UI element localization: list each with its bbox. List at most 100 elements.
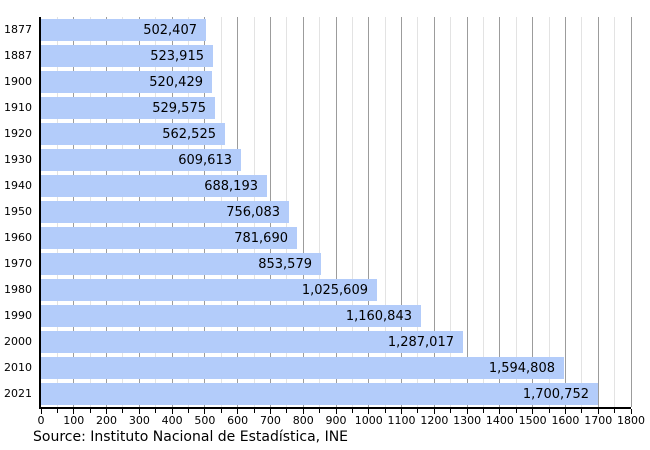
bar-value-label: 520,429 [149,74,203,90]
gridline-minor [548,17,550,407]
axis-tick [138,409,140,414]
axis-tick [171,409,173,414]
gridline-minor [483,17,484,407]
year-label-1930: 1930 [4,153,32,166]
axis-tick [73,409,75,414]
year-label-2000: 2000 [4,335,32,348]
gridline-major [564,17,566,407]
axis-tick-label: 1000 [354,414,383,427]
bar-value-label: 688,193 [204,178,258,194]
bar-1910: 529,575 [41,97,215,119]
bar-value-label: 1,287,017 [387,334,454,350]
axis-tick [483,409,484,413]
axis-tick-label: 700 [259,414,281,427]
gridline-major [433,17,435,407]
bar-value-label: 562,525 [162,126,216,142]
gridline-minor [384,17,386,407]
axis-tick-label: 1400 [485,414,514,427]
axis-tick [614,409,616,413]
axis-tick-label: 1800 [617,414,645,427]
axis-tick-label: 1500 [518,414,547,427]
gridline-major [532,17,534,407]
axis-tick [450,409,452,413]
bar-1960: 781,690 [41,227,297,249]
axis-tick [302,409,304,414]
bar-value-label: 853,579 [258,256,312,272]
axis-tick [220,409,222,413]
axis-tick-label: 500 [194,414,216,427]
bar-value-label: 1,594,808 [488,360,555,376]
year-label-1900: 1900 [4,75,32,88]
year-label-1990: 1990 [4,309,32,322]
bar-value-label: 523,915 [150,48,204,64]
bar-value-label: 781,690 [234,230,288,246]
axis-tick [351,409,353,413]
gridline-minor [581,17,583,407]
gridline-minor [351,17,353,407]
bar-2021: 1,700,752 [41,383,598,405]
gridline-minor [614,17,616,407]
year-label-1960: 1960 [4,231,32,244]
bar-value-label: 1,700,752 [522,386,589,402]
bar-1990: 1,160,843 [41,305,421,327]
gridline-minor [319,17,321,407]
gridline-minor [417,17,419,407]
bar-value-label: 502,407 [143,22,197,38]
axis-tick-label: 1600 [551,414,580,427]
axis-tick [499,409,501,414]
axis-tick-label: 800 [292,414,314,427]
bar-value-label: 756,083 [226,204,280,220]
axis-tick [368,409,370,414]
axis-tick [237,409,239,414]
bar-value-label: 609,613 [178,152,232,168]
bar-1980: 1,025,609 [41,279,377,301]
bar-1970: 853,579 [41,253,321,275]
year-label-1910: 1910 [4,101,32,114]
axis-tick [106,409,108,414]
axis-tick-label: 900 [325,414,347,427]
axis-tick-label: 0 [37,414,45,427]
year-label-2010: 2010 [4,361,32,374]
axis-tick [433,409,435,414]
year-label-1920: 1920 [4,127,32,140]
bar-1950: 756,083 [41,201,289,223]
axis-tick [89,409,91,413]
axis-tick-label: 1200 [420,414,449,427]
bar-1877: 502,407 [41,19,206,41]
gridline-minor [515,17,517,407]
bar-2010: 1,594,808 [41,357,564,379]
gridline-major [368,17,370,407]
axis-tick-label: 400 [161,414,183,427]
gridline-major [466,17,468,407]
axis-tick [597,409,599,414]
bar-2000: 1,287,017 [41,331,463,353]
axis-tick-label: 1700 [584,414,613,427]
gridline-minor [450,17,452,407]
bar-value-label: 1,025,609 [301,282,368,298]
axis-tick [56,409,58,413]
year-label-1980: 1980 [4,283,32,296]
axis-tick-label: 1100 [387,414,416,427]
bar-1920: 562,525 [41,123,225,145]
axis-tick [188,409,189,413]
axis-tick-label: 1300 [453,414,482,427]
bar-1930: 609,613 [41,149,241,171]
bar-value-label: 529,575 [152,100,206,116]
year-label-1940: 1940 [4,179,32,192]
axis-tick [253,409,255,413]
axis-tick-label: 200 [96,414,118,427]
axis-tick [466,409,468,414]
axis-tick [515,409,517,413]
year-label-1887: 1887 [4,49,32,62]
axis-tick [581,409,583,413]
axis-tick-label: 300 [128,414,150,427]
gridline-major [401,17,403,407]
gridline-major [597,17,599,407]
axis-tick [630,409,632,414]
axis-tick-label: 600 [227,414,249,427]
axis-tick [269,409,271,414]
year-label-1877: 1877 [4,23,32,36]
y-axis-line [39,17,41,409]
gridline-major [499,17,501,407]
